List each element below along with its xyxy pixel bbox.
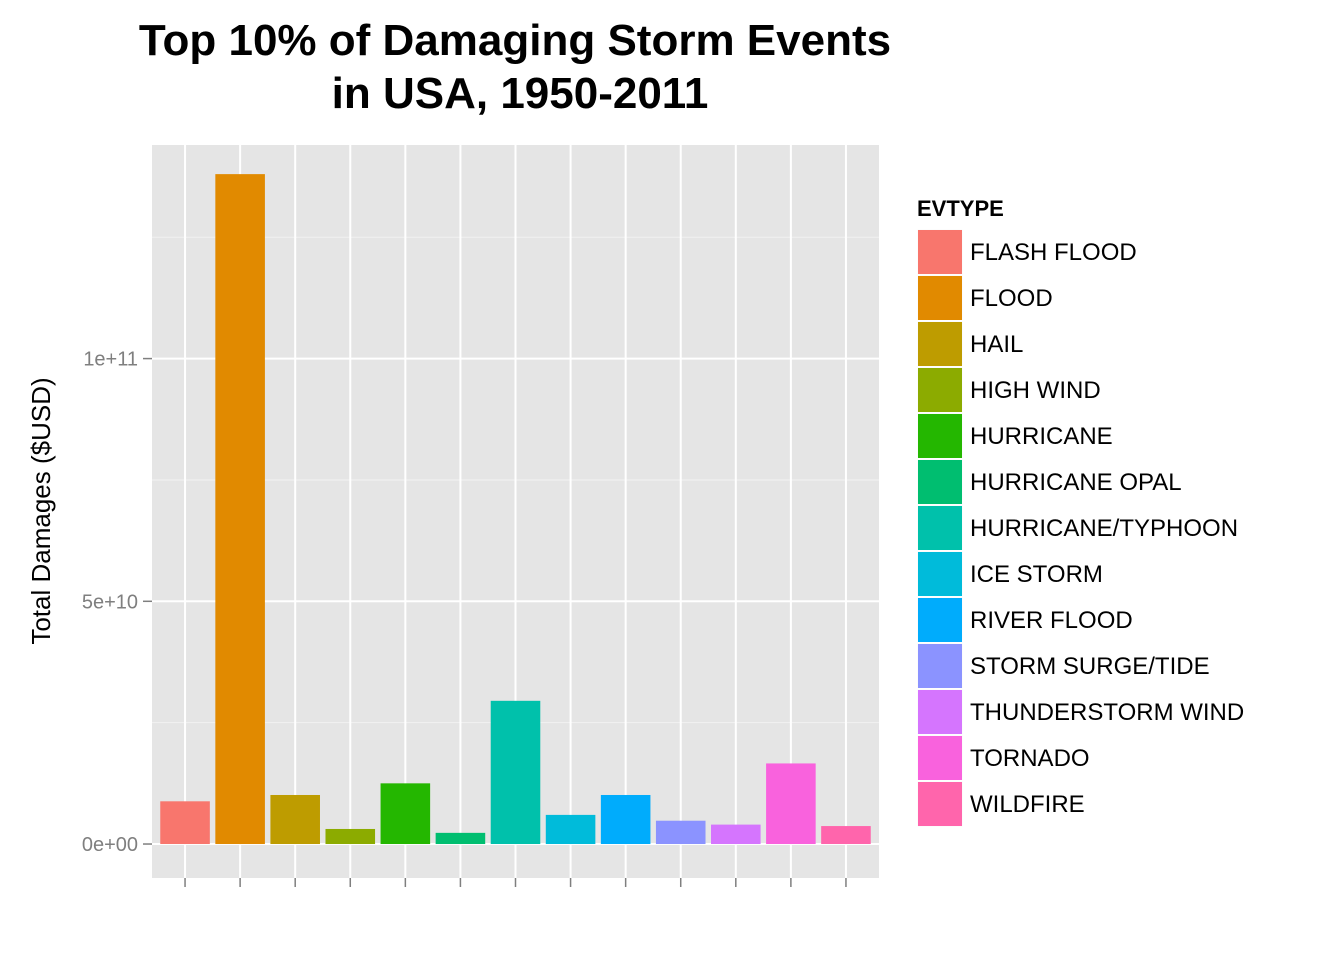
legend-label: THUNDERSTORM WIND	[970, 699, 1244, 726]
y-axis-label: Total Damages ($USD)	[26, 377, 56, 644]
y-tick-label: 5e+10	[82, 591, 138, 613]
bar-storm-surge-tide	[655, 820, 706, 845]
legend-swatch	[918, 230, 962, 274]
chart-title-line-2: in USA, 1950-2011	[332, 69, 709, 118]
legend-swatch	[918, 736, 962, 780]
legend: EVTYPE FLASH FLOOD FLOOD HAIL HIGH WIND HURR…	[916, 196, 1244, 828]
chart-title-line-1: Top 10% of Damaging Storm Events	[139, 16, 891, 65]
legend-label: TORNADO	[970, 745, 1090, 772]
legend-label: FLOOD	[970, 285, 1053, 312]
y-tick-label: 0e+00	[82, 834, 138, 856]
legend-swatch	[918, 598, 962, 642]
legend-label: HURRICANE	[970, 423, 1113, 450]
legend-label: ICE STORM	[970, 561, 1103, 588]
legend-label: RIVER FLOOD	[970, 607, 1133, 634]
legend-swatch	[918, 322, 962, 366]
legend-swatch	[918, 460, 962, 504]
bar-river-flood	[600, 794, 651, 845]
legend-label: WILDFIRE	[970, 791, 1085, 818]
legend-swatch	[918, 414, 962, 458]
bar-thunderstorm-wind	[711, 824, 761, 845]
legend-swatch	[918, 782, 962, 826]
legend-swatch	[918, 368, 962, 412]
bar-hurricane	[380, 783, 431, 845]
bar-high-wind	[325, 828, 376, 845]
legend-swatch	[918, 644, 962, 688]
legend-label: HIGH WIND	[970, 377, 1101, 404]
bar-tornado	[766, 763, 816, 845]
bar-hurricane-typhoon	[490, 700, 541, 845]
bar-hail	[270, 794, 320, 845]
bar-hurricane-opal	[435, 832, 486, 845]
bar-flood	[215, 174, 265, 845]
y-axis-ticks: 0e+00 5e+10 1e+11	[82, 349, 847, 887]
legend-title: EVTYPE	[917, 196, 1004, 221]
legend-label: HURRICANE/TYPHOON	[970, 515, 1238, 542]
legend-label: FLASH FLOOD	[970, 239, 1137, 266]
bar-wildfire	[821, 826, 871, 845]
bars	[160, 174, 871, 845]
legend-swatch	[918, 506, 962, 550]
y-tick-label: 1e+11	[83, 349, 138, 371]
legend-label: HURRICANE OPAL	[970, 469, 1182, 496]
bar-ice-storm	[545, 814, 596, 845]
legend-swatch	[918, 276, 962, 320]
legend-swatch	[918, 552, 962, 596]
legend-label: STORM SURGE/TIDE	[970, 653, 1210, 680]
legend-label: HAIL	[970, 331, 1023, 358]
chart-title: Top 10% of Damaging Storm Events in USA,…	[139, 16, 891, 118]
bar-flash-flood	[160, 801, 210, 845]
legend-swatch	[918, 690, 962, 734]
